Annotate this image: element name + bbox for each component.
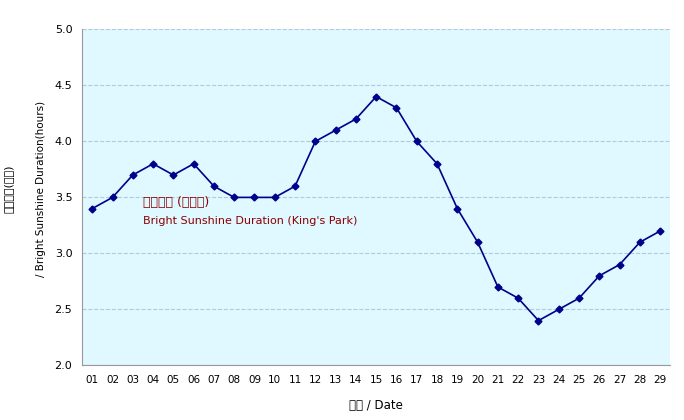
Text: 日期 / Date: 日期 / Date	[350, 399, 403, 412]
Text: / Bright Sunshine Duration(hours): / Bright Sunshine Duration(hours)	[36, 101, 46, 277]
Text: 平均日照(小時): 平均日照(小時)	[4, 165, 14, 213]
Text: 平均日照 (京士柏): 平均日照 (京士柏)	[143, 197, 209, 209]
Text: Bright Sunshine Duration (King's Park): Bright Sunshine Duration (King's Park)	[143, 216, 357, 226]
